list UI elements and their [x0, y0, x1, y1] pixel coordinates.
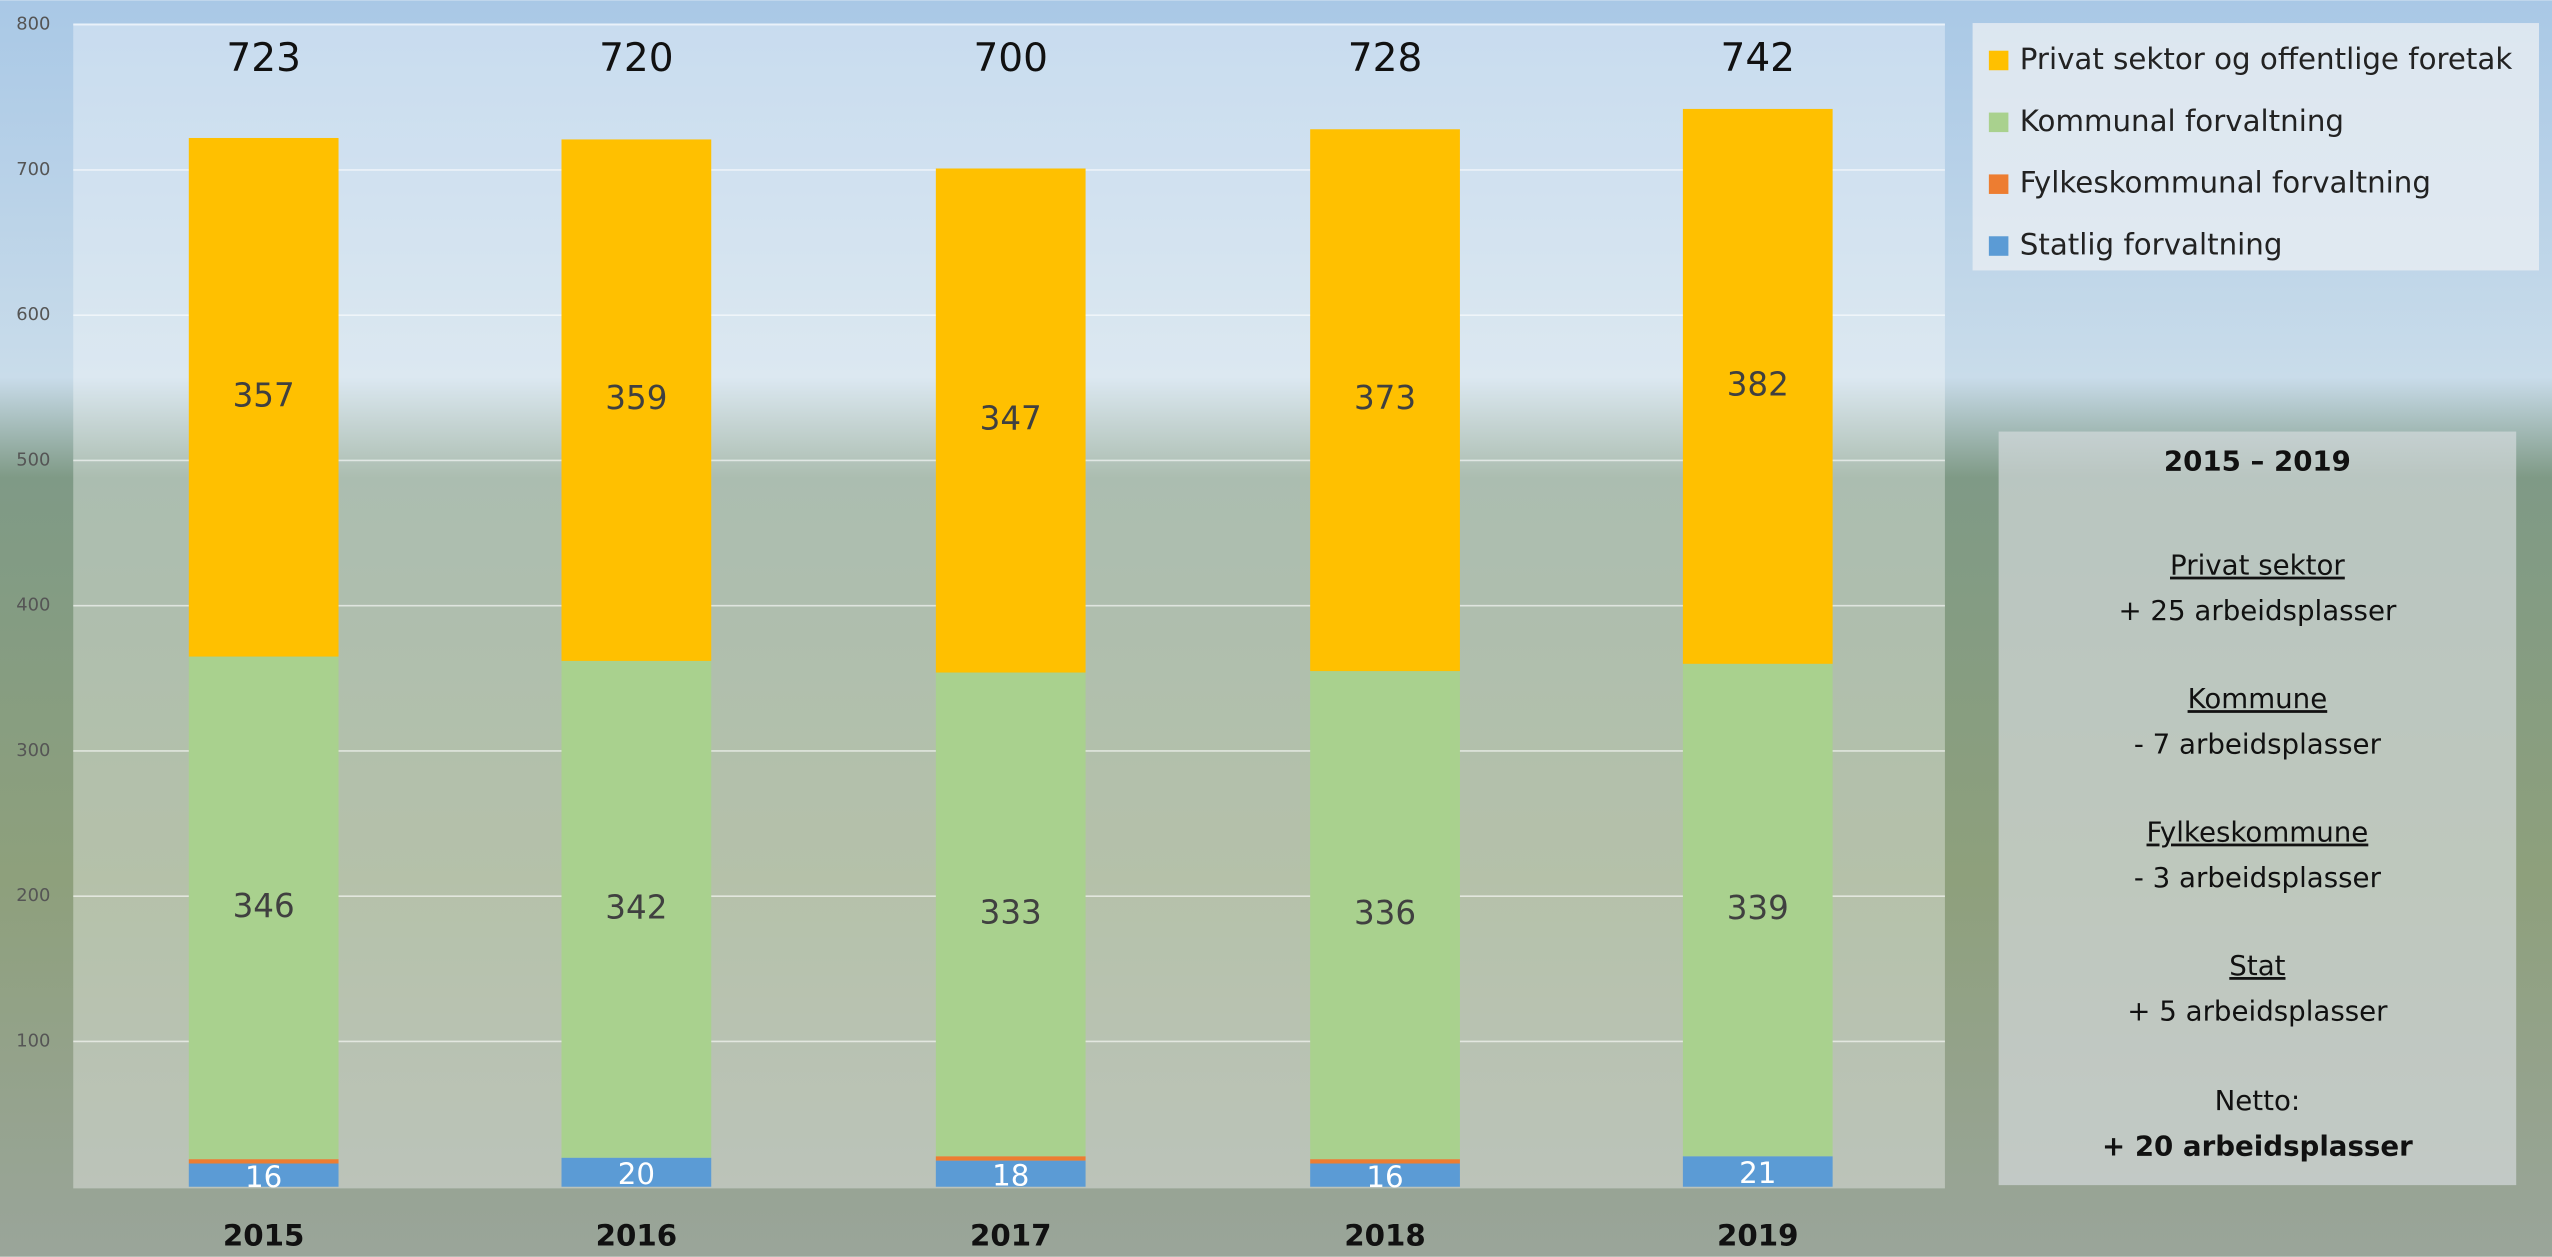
- annotation-heading: Fylkeskommune: [2147, 816, 2369, 849]
- bar-segment: [935, 1156, 1086, 1161]
- annotation-net-heading: Netto:: [2215, 1084, 2301, 1117]
- bar-segment: [561, 139, 712, 661]
- bar-segment: [1310, 671, 1460, 1160]
- value-label: 333: [980, 893, 1042, 931]
- annotation-title: 2015 – 2019: [2164, 444, 2351, 477]
- value-label: 336: [1354, 894, 1416, 932]
- legend-label: Statlig forvaltning: [2020, 228, 2283, 262]
- value-label: 16: [245, 1160, 282, 1194]
- x-tick-label: 2016: [596, 1219, 677, 1253]
- bar-segment: [188, 1163, 339, 1187]
- bar-segment: [188, 656, 339, 1160]
- total-label: 720: [599, 36, 674, 81]
- bar-segment: [935, 168, 1086, 673]
- legend-swatch: [1988, 236, 2009, 256]
- legend-swatch: [1988, 112, 2009, 133]
- value-label: 342: [605, 888, 667, 926]
- total-label: 700: [973, 36, 1048, 81]
- plot: 1002003004005006007008001633463577232015…: [16, 14, 2512, 1253]
- bar-segment: [188, 1159, 339, 1164]
- annotation-text: + 5 arbeidsplasser: [2127, 995, 2388, 1028]
- legend-label: Privat sektor og offentlige foretak: [2020, 42, 2513, 76]
- bar-segment: [561, 1157, 712, 1187]
- annotation-box: [1998, 431, 2517, 1186]
- bar-segment: [1682, 108, 1833, 664]
- annotation-net-text: + 20 arbeidsplasser: [2102, 1130, 2413, 1163]
- legend-swatch: [1988, 174, 2009, 194]
- y-tick-label: 800: [16, 14, 50, 35]
- legend-swatch: [1988, 50, 2009, 71]
- value-label: 20: [618, 1157, 655, 1191]
- bar-segment: [1682, 1156, 1833, 1187]
- value-label: 347: [980, 400, 1042, 438]
- y-tick-label: 700: [16, 159, 50, 180]
- value-label: 382: [1727, 365, 1789, 403]
- legend: [1972, 23, 2539, 271]
- value-label: 16: [1366, 1160, 1403, 1194]
- bar-segment: [1310, 1163, 1460, 1187]
- annotation-text: + 25 arbeidsplasser: [2118, 594, 2397, 627]
- value-label: 357: [233, 376, 295, 414]
- annotation-text: - 3 arbeidsplasser: [2134, 861, 2382, 894]
- y-tick-label: 300: [16, 740, 50, 761]
- value-label: 339: [1727, 889, 1789, 927]
- y-tick-label: 200: [16, 885, 50, 906]
- bar-segment: [1310, 129, 1460, 672]
- total-label: 728: [1348, 36, 1423, 81]
- bar-segment: [561, 660, 712, 1158]
- bar-segment: [935, 1160, 1086, 1187]
- annotation-text: - 7 arbeidsplasser: [2134, 728, 2382, 761]
- legend-label: Kommunal forvaltning: [2020, 104, 2344, 138]
- y-tick-label: 600: [16, 304, 50, 325]
- x-tick-label: 2019: [1717, 1219, 1799, 1253]
- bar-segment: [188, 137, 339, 657]
- y-tick-label: 400: [16, 595, 50, 616]
- bar-segment: [935, 672, 1086, 1157]
- value-label: 373: [1354, 379, 1416, 417]
- x-tick-label: 2018: [1344, 1219, 1426, 1253]
- y-tick-label: 100: [16, 1030, 50, 1051]
- bar-segment: [1682, 663, 1833, 1157]
- value-label: 21: [1739, 1156, 1776, 1190]
- y-tick-label: 500: [16, 449, 50, 470]
- annotation-heading: Stat: [2229, 949, 2285, 982]
- value-label: 18: [992, 1158, 1029, 1192]
- x-tick-label: 2017: [970, 1219, 1052, 1253]
- total-label: 723: [226, 36, 301, 81]
- total-label: 742: [1720, 36, 1795, 81]
- bar-segment: [1310, 1159, 1460, 1164]
- x-tick-label: 2015: [223, 1219, 305, 1253]
- value-label: 346: [233, 887, 295, 925]
- annotation-heading: Privat sektor: [2170, 549, 2345, 582]
- legend-label: Fylkeskommunal forvaltning: [2020, 166, 2431, 200]
- annotation-heading: Kommune: [2188, 682, 2328, 715]
- value-label: 359: [605, 379, 667, 417]
